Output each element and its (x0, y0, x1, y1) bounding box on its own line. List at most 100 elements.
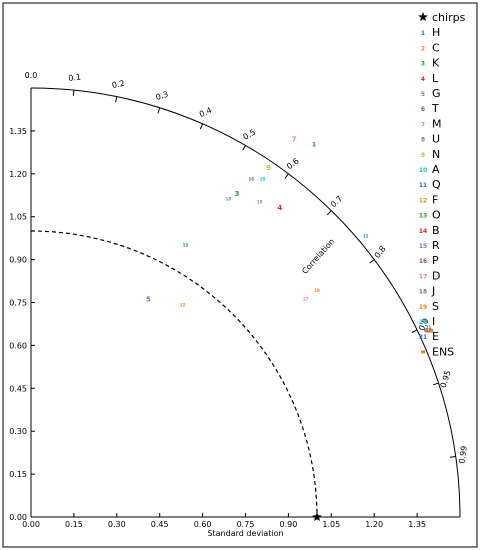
legend-label-A: A (432, 163, 440, 176)
corr-tick-label: 0.0 (25, 71, 38, 80)
legend-label-P: P (432, 254, 439, 267)
y-tick-label: 0.15 (9, 470, 27, 479)
corr-tick-label: 0.1 (68, 73, 82, 83)
legend-marker-J: 18 (419, 289, 427, 296)
corr-tick-label: 0.5 (241, 128, 257, 142)
x-tick-label: 1.05 (322, 520, 340, 529)
y-tick-label: 0.45 (9, 384, 27, 393)
x-tick-label: 0.00 (22, 520, 40, 529)
legend-label-ENS: ENS (432, 345, 454, 358)
corr-tick-label: 0.6 (285, 156, 301, 171)
corr-tick-label: 0.95 (439, 369, 453, 389)
model-point-R: 15 (257, 199, 263, 204)
legend-marker-E: 21 (419, 334, 427, 341)
legend-label-E: E (432, 330, 439, 343)
corr-tick (242, 145, 246, 151)
corr-tick (199, 123, 204, 130)
legend-marker-F: 12 (419, 197, 427, 204)
y-tick-label: 0.30 (9, 427, 27, 436)
legend-label-B: B (432, 224, 440, 237)
model-point-C: 2 (427, 329, 431, 335)
legend-label-L: L (432, 72, 439, 85)
y-tick-label: 0.75 (9, 299, 27, 308)
reference-std-arc (30, 230, 318, 518)
y-tick-label: 1.20 (9, 170, 27, 179)
y-tick-label: 0.00 (9, 513, 27, 522)
y-tick-label: 0.60 (9, 341, 27, 350)
legend-label-H: H (432, 26, 440, 39)
x-tick-label: 0.15 (65, 520, 83, 529)
legend-marker-M: 7 (421, 121, 425, 128)
legend-marker-N: 9 (421, 152, 425, 159)
legend-marker-U: 8 (421, 137, 425, 144)
legend-label-N: N (432, 148, 440, 161)
legend-marker-S: 19 (419, 304, 427, 311)
model-point-P: 16 (248, 177, 254, 182)
legend-marker-R: 15 (419, 243, 427, 250)
model-point-I: 20 (260, 177, 266, 182)
legend-marker-K: 3 (421, 61, 425, 68)
corr-tick (326, 210, 332, 216)
legend-marker-A: 10 (419, 167, 427, 174)
legend-marker-Q: 11 (419, 182, 427, 189)
model-point-E: 21 (426, 325, 432, 330)
legend-marker-T: 6 (421, 106, 425, 113)
legend-marker-D: 17 (419, 273, 427, 280)
y-tick-label: 0.90 (9, 256, 27, 265)
corr-tick-label: 0.7 (329, 194, 344, 209)
model-point-G: 5 (146, 296, 151, 304)
corr-tick (411, 329, 418, 333)
x-tick-label: 1.35 (408, 520, 426, 529)
x-tick-label: 1.20 (365, 520, 383, 529)
corr-tick (115, 96, 118, 103)
legend-label-O: O (432, 209, 441, 222)
corr-tick (432, 382, 439, 386)
model-point-H: 1 (312, 142, 316, 149)
legend-label-R: R (432, 239, 440, 252)
model-point-A: 10 (426, 328, 432, 333)
y-tick-label: 1.35 (9, 127, 27, 136)
legend-marker-ENS (421, 350, 425, 354)
legend-label-U: U (432, 133, 440, 146)
correlation-axis-label: Correlation (300, 237, 336, 276)
model-point-D: 17 (303, 297, 309, 302)
legend-label-I: I (432, 315, 435, 328)
corr-tick-label: 0.8 (373, 244, 388, 260)
legend-label-Q: Q (432, 178, 441, 191)
x-tick-label: 0.90 (279, 520, 297, 529)
model-point-N: 9 (266, 164, 271, 172)
legend-label-chirps: chirps (432, 11, 466, 24)
model-point-M: 7 (292, 135, 297, 143)
legend-label-T: T (431, 102, 439, 115)
legend-label-G: G (432, 87, 441, 100)
legend-label-K: K (432, 57, 440, 70)
corr-tick-label: 0.3 (155, 90, 170, 102)
legend-marker-I: 20 (419, 319, 427, 326)
legend-label-D: D (432, 269, 440, 282)
legend-marker-B: 14 (419, 228, 427, 235)
legend-marker-G: 5 (421, 91, 425, 98)
corr-tick (284, 173, 289, 179)
corr-tick-label: 0.99 (457, 445, 468, 464)
x-tick-label: 0.30 (108, 520, 126, 529)
corr-tick-label: 0.4 (198, 106, 213, 119)
corr-tick (157, 107, 161, 114)
model-point-B: 14 (426, 328, 432, 333)
legend-label-S: S (432, 300, 439, 313)
legend-marker-P: 16 (419, 258, 427, 265)
legend-reference-marker (418, 12, 428, 22)
model-point-T: 6 (424, 329, 428, 335)
y-tick-label: 1.05 (9, 213, 27, 222)
model-point-ENS (429, 329, 434, 333)
model-point-Q: 11 (363, 234, 369, 239)
x-tick-label: 0.75 (237, 520, 255, 529)
x-axis-label: Standard deviation (207, 529, 283, 538)
legend-label-J: J (431, 285, 435, 298)
legend-marker-C: 2 (421, 45, 425, 52)
corr-tick-label: 0.2 (111, 79, 125, 90)
legend-marker-H: 1 (421, 30, 425, 37)
model-point-L: 4 (277, 204, 282, 212)
x-tick-label: 0.60 (194, 520, 212, 529)
